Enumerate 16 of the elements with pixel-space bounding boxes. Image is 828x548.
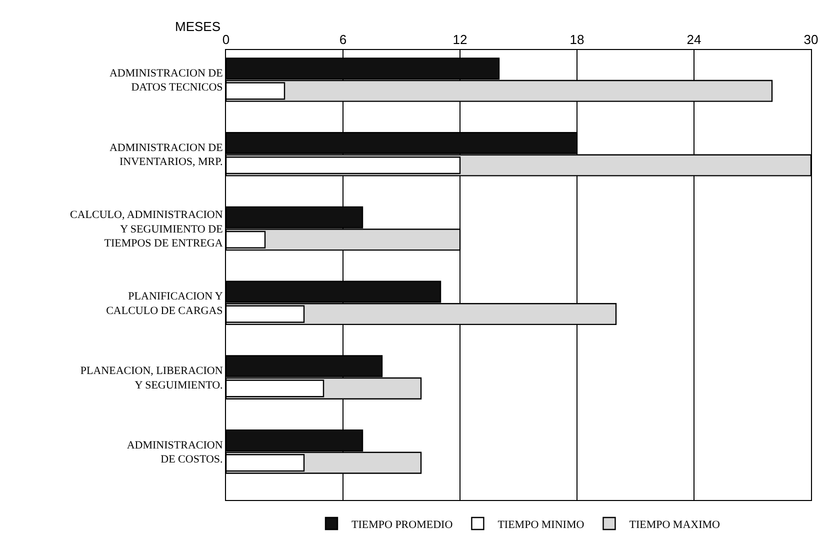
x-tick-label: 12 bbox=[452, 32, 468, 47]
legend-label: TIEMPO MINIMO bbox=[498, 518, 584, 531]
y-tick-label: CALCULO, ADMINISTRACION Y SEGUIMIENTO DE TIEMPOS DE ENTREGA bbox=[70, 209, 224, 250]
y-tick-label: ADMINISTRACION DE COSTOS. bbox=[126, 439, 224, 466]
x-tick-label: 30 bbox=[804, 32, 818, 47]
legend-label: TIEMPO MAXIMO bbox=[629, 518, 720, 531]
legend-label: TIEMPO PROMEDIO bbox=[352, 518, 453, 531]
y-tick-label: PLANIFICACION Y CALCULO DE CARGAS bbox=[106, 290, 223, 317]
x-tick-label: 0 bbox=[222, 32, 230, 47]
y-tick-label: PLANEACION, LIBERACION Y SEGUIMIENTO. bbox=[80, 364, 224, 392]
y-tick-label: ADMINISTRACION DE INVENTARIOS, MRP. bbox=[109, 142, 224, 168]
x-axis-title: MESES bbox=[175, 19, 221, 34]
x-tick-label: 18 bbox=[570, 32, 584, 47]
y-tick-label: ADMINISTRACION DE DATOS TECNICOS bbox=[109, 67, 224, 94]
x-tick-label: 24 bbox=[686, 32, 702, 47]
x-tick-label: 6 bbox=[339, 32, 347, 47]
